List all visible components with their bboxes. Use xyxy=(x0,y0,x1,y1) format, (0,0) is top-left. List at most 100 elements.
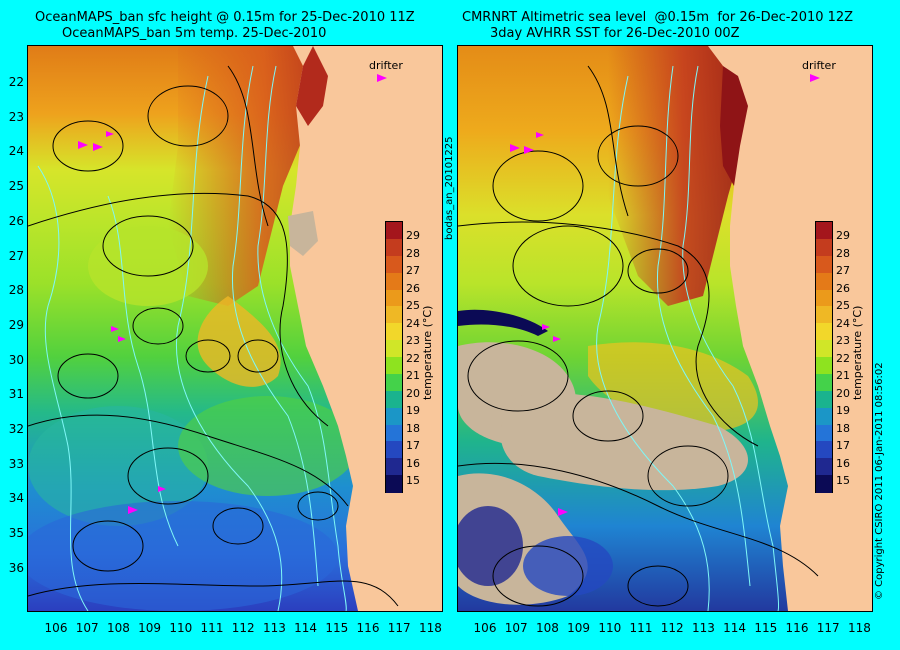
longitude-tick-label: 114 xyxy=(294,621,318,635)
longitude-tick-label: 106 xyxy=(473,621,497,635)
drifter-markers xyxy=(78,131,166,514)
colorbar-segment xyxy=(386,306,402,324)
longitude-tick-label: 118 xyxy=(418,621,442,635)
longitude-tick-label: 108 xyxy=(535,621,559,635)
colorbar-tick-label: 24 xyxy=(836,316,850,330)
colorbar-tick-label: 25 xyxy=(406,299,420,312)
drifter-legend-right: drifter xyxy=(802,59,836,82)
colorbar-tick-label: 21 xyxy=(836,369,850,382)
drifter-legend-label: drifter xyxy=(369,59,403,72)
colorbar-tick-label: 23 xyxy=(406,334,420,347)
colorbar-tick-label: 19 xyxy=(406,404,420,417)
colorbar-tick-label: 27 xyxy=(406,264,420,277)
left-map-panel xyxy=(27,45,443,612)
colorbar-left xyxy=(385,221,403,493)
colorbar-tick-label: 15 xyxy=(406,474,420,487)
colorbar-tick-label: 16 xyxy=(406,456,420,470)
longitude-tick-label: 108 xyxy=(106,621,130,635)
longitude-tick-label: 110 xyxy=(169,621,193,635)
colorbar-segment xyxy=(386,390,402,409)
latitude-tick-label: 32 xyxy=(8,422,24,436)
longitude-tick-label: 112 xyxy=(231,621,255,635)
longitude-tick-label: 107 xyxy=(75,621,99,635)
latitude-tick-label: 24 xyxy=(8,144,24,159)
copyright-label: © Copyright CSIRO 2011 06-Jan-2011 08:56… xyxy=(874,362,885,600)
latitude-tick-label: 30 xyxy=(8,352,24,367)
colorbar-tick-label: 29 xyxy=(406,229,420,242)
longitude-tick-label: 114 xyxy=(723,621,747,635)
right-map-svg xyxy=(458,46,872,611)
bathymetry-contours xyxy=(596,65,780,611)
colorbar-segment xyxy=(816,323,832,341)
longitude-tick-label: 118 xyxy=(847,621,871,635)
sea-height-contours xyxy=(28,65,399,607)
colorbar-right xyxy=(815,221,833,493)
colorbar-tick-label: 22 xyxy=(836,351,850,365)
colorbar-segment xyxy=(386,357,402,375)
longitude-tick-label: 111 xyxy=(629,621,653,635)
colorbar-tick-label: 20 xyxy=(406,386,420,400)
colorbar-segment xyxy=(816,407,832,425)
drifter-legend-label: drifter xyxy=(802,59,836,72)
colorbar-segment xyxy=(386,458,402,476)
colorbar-right-title: temperature (°C) xyxy=(851,305,864,400)
colorbar-segment xyxy=(816,340,832,358)
colorbar-segment xyxy=(816,255,832,274)
colorbar-tick-label: 26 xyxy=(836,281,850,295)
colorbar-tick-label: 20 xyxy=(836,386,850,400)
colorbar-tick-label: 28 xyxy=(836,246,850,260)
longitude-tick-label: 117 xyxy=(387,621,411,635)
warm-coastal-water xyxy=(168,46,328,306)
colorbar-segment xyxy=(386,407,402,425)
colorbar-tick-label: 29 xyxy=(836,229,850,242)
colorbar-segment xyxy=(386,222,402,240)
longitude-tick-label: 109 xyxy=(567,621,591,635)
colorbar-tick-label: 28 xyxy=(406,246,420,260)
colorbar-segment xyxy=(386,424,402,442)
latitude-tick-label: 28 xyxy=(8,283,24,298)
latitude-tick-label: 31 xyxy=(8,387,24,402)
longitude-tick-label: 112 xyxy=(660,621,684,635)
colorbar-tick-label: 15 xyxy=(836,474,850,487)
longitude-tick-label: 116 xyxy=(785,621,809,635)
colorbar-tick-label: 18 xyxy=(836,421,850,435)
drifter-marker-icon xyxy=(377,74,387,82)
colorbar-tick-label: 26 xyxy=(406,281,420,295)
colorbar-segment xyxy=(816,458,832,476)
longitude-tick-label: 109 xyxy=(138,621,162,635)
colorbar-segment xyxy=(386,340,402,358)
drifter-markers xyxy=(510,132,568,516)
colorbar-segment xyxy=(816,238,832,257)
colorbar-segment xyxy=(386,272,402,290)
longitude-tick-label: 106 xyxy=(44,621,68,635)
colorbar-segment xyxy=(386,475,402,493)
latitude-tick-label: 35 xyxy=(8,526,24,541)
colorbar-segment xyxy=(386,289,402,307)
colorbar-tick-label: 16 xyxy=(836,456,850,470)
drifter-legend-left: drifter xyxy=(369,59,403,82)
colorbar-segment xyxy=(816,390,832,409)
left-map-title-line1: OceanMAPS_ban sfc height @ 0.15m for 25-… xyxy=(35,10,415,25)
left-map-title-line2: OceanMAPS_ban 5m temp. 25-Dec-2010 xyxy=(62,26,327,41)
longitude-tick-label: 115 xyxy=(325,621,349,635)
sea-level-contours xyxy=(458,65,819,607)
right-map-panel xyxy=(457,45,873,612)
latitude-tick-label: 36 xyxy=(8,560,24,575)
colorbar-segment xyxy=(816,475,832,493)
latitude-tick-label: 33 xyxy=(8,456,24,471)
colorbar-tick-label: 17 xyxy=(836,439,850,452)
drifter-marker-icon xyxy=(810,74,820,82)
latitude-tick-label: 29 xyxy=(8,317,24,332)
colorbar-segment xyxy=(816,424,832,442)
analysis-id-label: bodas_an_20101225 xyxy=(444,136,455,240)
colorbar-segment xyxy=(386,238,402,257)
latitude-tick-label: 27 xyxy=(8,248,24,263)
longitude-tick-label: 117 xyxy=(816,621,840,635)
right-map-title-line1: CMRNRT Altimetric sea level @0.15m for 2… xyxy=(462,10,854,25)
longitude-tick-label: 113 xyxy=(262,621,286,635)
colorbar-tick-label: 21 xyxy=(406,369,420,382)
land-mass xyxy=(290,46,442,611)
colorbar-tick-label: 25 xyxy=(836,299,850,312)
colorbar-segment xyxy=(816,306,832,324)
colorbar-tick-label: 23 xyxy=(836,334,850,347)
